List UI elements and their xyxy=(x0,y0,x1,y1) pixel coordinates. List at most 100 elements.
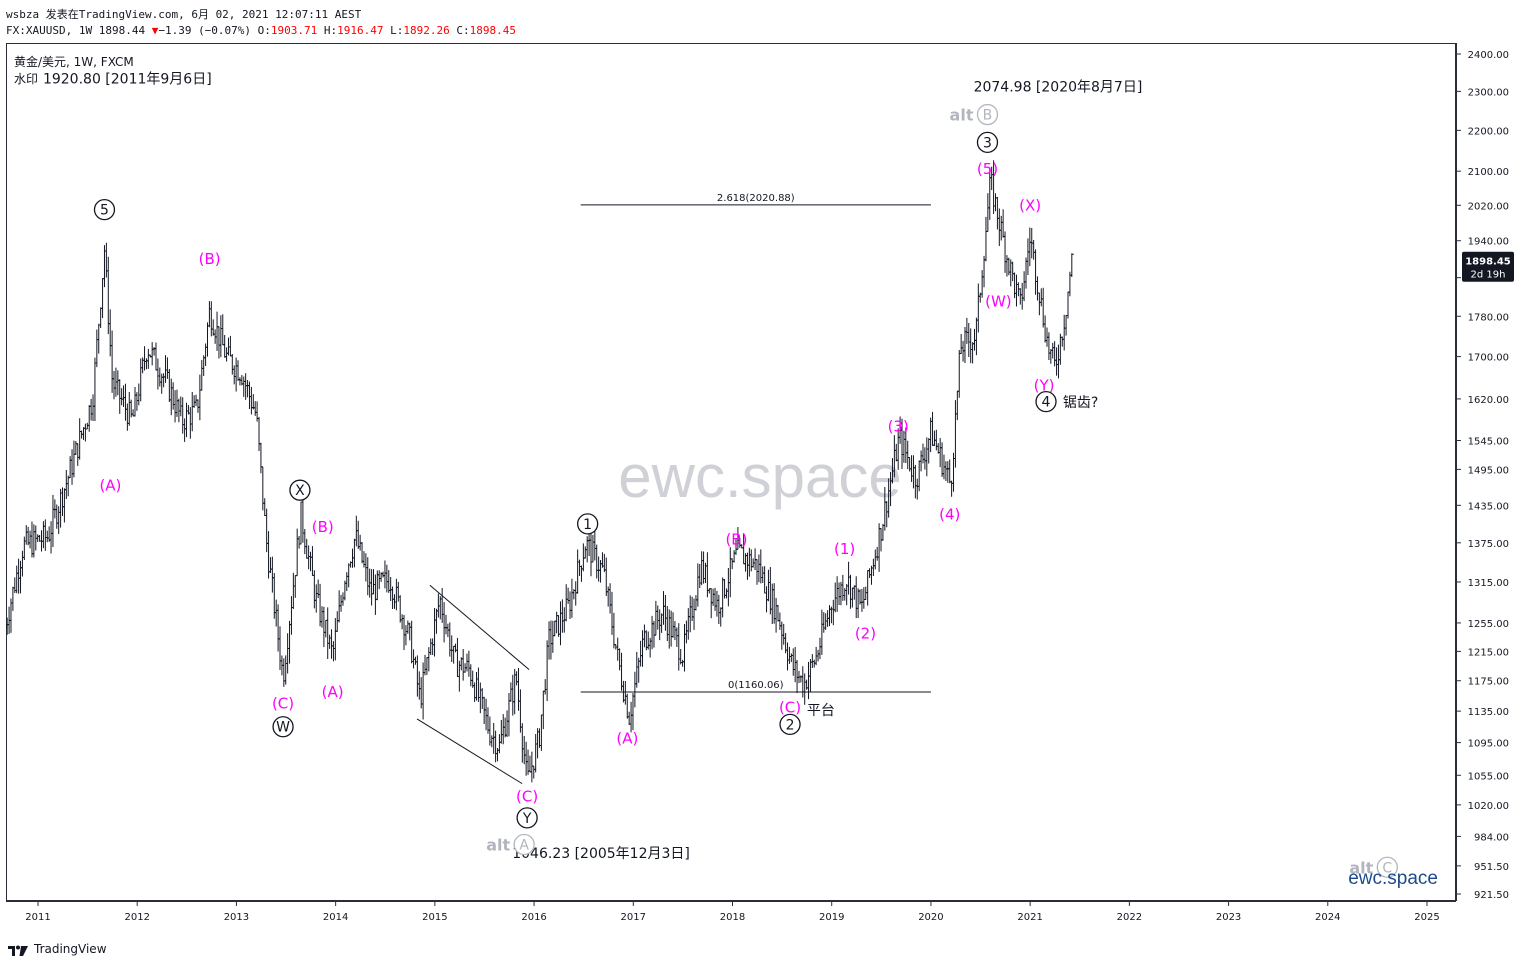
price-bar xyxy=(121,385,126,408)
price-bar xyxy=(831,599,836,626)
price-bar xyxy=(390,586,395,610)
price-bar xyxy=(487,716,492,746)
price-bar xyxy=(243,373,248,400)
price-bar xyxy=(627,711,632,725)
price-bar xyxy=(1050,342,1055,359)
price-bar xyxy=(24,525,29,545)
price-bar xyxy=(976,283,981,333)
x-tick-label: 2013 xyxy=(224,912,249,923)
y-tick-label: 1095.00 xyxy=(1468,739,1509,750)
y-tick-label: 2020.00 xyxy=(1468,201,1509,212)
price-bar xyxy=(211,319,216,336)
y-tick-label: 1375.00 xyxy=(1468,539,1509,550)
price-bar xyxy=(276,604,281,652)
price-bar xyxy=(100,278,105,318)
current-price-tag xyxy=(1462,251,1514,282)
price-bar xyxy=(43,519,48,551)
price-bar xyxy=(640,630,645,667)
price-bar xyxy=(16,558,21,594)
price-bar xyxy=(919,450,924,472)
wave-circle xyxy=(1376,856,1398,878)
price-bar xyxy=(955,390,960,421)
low-value: 1892.26 xyxy=(403,24,450,37)
price-bar xyxy=(1056,344,1061,379)
price-bar xyxy=(421,662,426,720)
price-bar xyxy=(68,456,73,479)
price-bar xyxy=(781,623,786,645)
price-bar xyxy=(201,355,206,377)
price-bar xyxy=(70,449,75,485)
price-bar xyxy=(980,270,985,298)
price-bar xyxy=(575,549,580,594)
wave-circle xyxy=(93,198,116,221)
x-tick-label: 2020 xyxy=(918,912,943,923)
price-bar xyxy=(577,559,582,576)
price-bar xyxy=(29,521,34,558)
price-bar xyxy=(901,430,906,463)
price-bar xyxy=(547,621,552,660)
price-bar xyxy=(499,719,504,744)
x-tick-label: 2018 xyxy=(720,912,745,923)
price-bar xyxy=(472,682,477,702)
price-bar xyxy=(188,407,193,439)
price-bar xyxy=(905,440,910,470)
price-bar xyxy=(306,545,311,570)
chart-pane[interactable] xyxy=(6,43,1456,901)
price-bar xyxy=(371,569,376,595)
legend-watermark-label: 水印 xyxy=(14,72,38,86)
price-bar xyxy=(772,583,777,624)
wave-circle xyxy=(1035,390,1057,413)
price-bar xyxy=(398,595,403,623)
price-bar xyxy=(283,655,288,685)
x-tick-label: 2016 xyxy=(521,912,546,923)
price-bar xyxy=(1006,257,1011,276)
price-bar xyxy=(823,613,828,630)
price-bar xyxy=(83,423,88,442)
price-bar xyxy=(388,576,393,601)
price-axis[interactable] xyxy=(1456,43,1519,901)
x-tick-label: 2022 xyxy=(1117,912,1142,923)
price-bar xyxy=(1060,336,1065,347)
price-bar xyxy=(747,547,752,577)
price-bar xyxy=(848,574,853,609)
price-bar xyxy=(106,256,111,335)
price-bar xyxy=(533,733,538,773)
y-tick-label: 1020.00 xyxy=(1468,801,1509,812)
price-bar xyxy=(1058,333,1063,365)
x-tick-label: 2019 xyxy=(819,912,844,923)
price-bar xyxy=(966,323,971,357)
price-bar xyxy=(236,360,241,381)
price-bar xyxy=(785,642,790,671)
price-bar xyxy=(846,561,851,595)
bar-countdown: 2d 19h xyxy=(1471,270,1506,281)
price-bar xyxy=(680,659,685,667)
time-axis[interactable] xyxy=(6,901,1456,932)
price-bar xyxy=(253,401,258,416)
price-bar xyxy=(14,565,19,594)
price-bar xyxy=(623,680,628,705)
price-bar xyxy=(520,723,525,763)
y-tick-label: 984.00 xyxy=(1474,832,1509,843)
x-tick-label: 2015 xyxy=(422,912,447,923)
price-bar xyxy=(125,403,130,431)
price-bar xyxy=(915,478,920,500)
price-bar xyxy=(134,392,139,411)
y-tick-label: 2400.00 xyxy=(1468,50,1509,61)
close-value: 1898.45 xyxy=(469,24,516,37)
alt-prefix: alt xyxy=(1349,858,1373,877)
price-bar xyxy=(365,557,370,596)
price-bar xyxy=(827,605,832,627)
price-bar xyxy=(257,416,262,451)
wave-label: (A) xyxy=(322,683,344,701)
price-bar xyxy=(127,391,132,426)
y-tick-label: 1215.00 xyxy=(1468,647,1509,658)
price-bar xyxy=(62,488,67,523)
price-bar xyxy=(260,466,265,511)
price-bar xyxy=(550,620,555,653)
price-bar xyxy=(552,620,557,637)
price-bar xyxy=(318,583,323,627)
wave-circle xyxy=(289,479,311,501)
price-bar xyxy=(180,397,185,434)
fib-level-label: 0(1160.06) xyxy=(728,680,784,691)
tradingview-footer[interactable]: TradingView xyxy=(8,942,107,956)
